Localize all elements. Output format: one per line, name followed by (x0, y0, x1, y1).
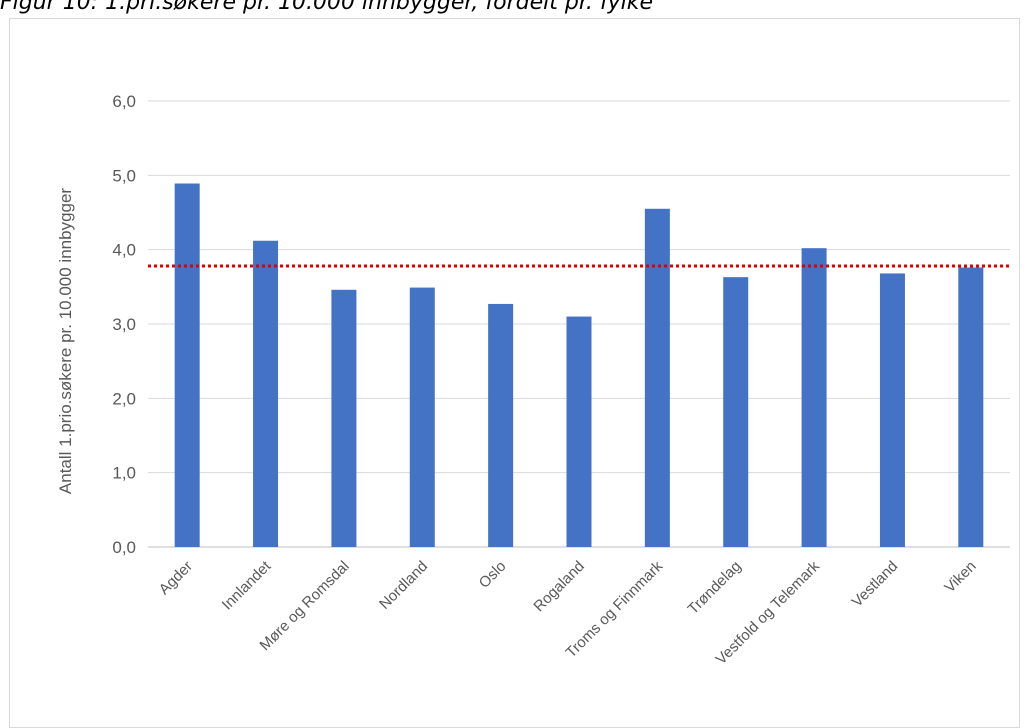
x-tick-label: Oslo (476, 558, 510, 592)
bar (723, 277, 749, 547)
x-tick-label: Agder (156, 558, 196, 598)
x-tick-label: Nordland (376, 558, 431, 613)
y-axis-label: Antall 1.prio.søkere pr. 10.000 innbygge… (56, 188, 75, 495)
chart-frame: 0,0 1,0 2,0 3,0 4,0 5,0 6,0 Agder Innlandet Møre… (9, 18, 1020, 728)
y-tick-label: 0,0 (112, 538, 136, 557)
x-tick-label: Innlandet (219, 557, 275, 613)
bar (801, 248, 827, 547)
bar (488, 303, 514, 547)
y-tick-label: 2,0 (112, 389, 136, 408)
x-tick-label: Vestland (849, 558, 902, 611)
bar (879, 273, 905, 547)
figure-caption: Figur 10: 1.pri.søkere pr. 10.000 innbyg… (0, 0, 654, 15)
y-tick-label: 4,0 (112, 241, 136, 260)
bar (566, 316, 592, 547)
y-tick-label: 5,0 (112, 166, 136, 185)
bars (174, 183, 984, 548)
bar (958, 267, 984, 547)
y-tick-labels: 0,0 1,0 2,0 3,0 4,0 5,0 6,0 (112, 92, 136, 557)
bar (409, 287, 435, 547)
bar (331, 289, 357, 547)
y-tick-label: 6,0 (112, 92, 136, 111)
bar-chart: 0,01,02,03,04,05,06,0 Agder InnlandetMøre… (56, 92, 1010, 668)
x-tick-label: Viken (941, 558, 979, 596)
x-tick-label: Trøndelag (685, 558, 745, 618)
bar (644, 208, 670, 548)
x-tick-label: Rogaland (530, 558, 587, 615)
y-tick-label: 3,0 (112, 315, 136, 334)
bar (253, 240, 279, 547)
bar (174, 183, 200, 547)
y-tick-label: 1,0 (112, 464, 136, 483)
